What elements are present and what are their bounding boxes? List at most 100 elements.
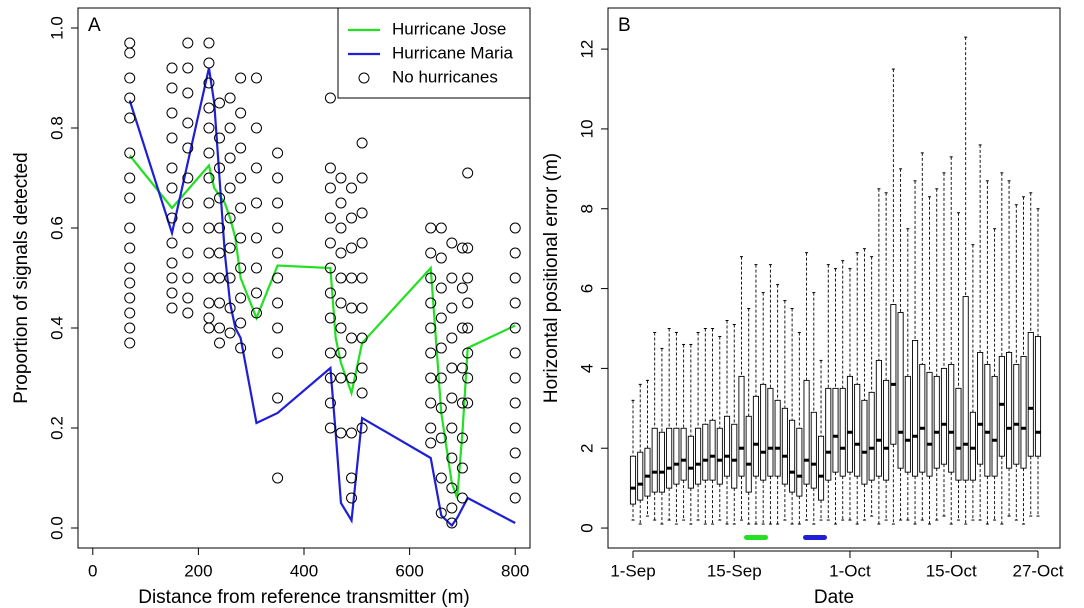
box <box>817 435 825 501</box>
point <box>203 322 215 334</box>
x-tick-label: 400 <box>290 561 318 580</box>
point <box>166 62 178 74</box>
point <box>182 272 194 284</box>
box <box>687 435 694 489</box>
point <box>509 422 521 434</box>
point <box>509 272 521 284</box>
point <box>324 422 336 434</box>
point <box>214 337 226 349</box>
point <box>509 222 521 234</box>
point <box>462 297 474 309</box>
box <box>991 375 998 477</box>
y-tick-label: 0.2 <box>47 416 66 440</box>
box <box>854 383 861 477</box>
point <box>324 312 336 324</box>
point <box>509 247 521 259</box>
point <box>509 347 521 359</box>
point <box>272 172 284 184</box>
point <box>324 262 336 274</box>
y-axis-title: Proportion of signals detected <box>11 152 32 403</box>
point <box>214 97 226 109</box>
x-tick-label: 1-Sep <box>610 561 655 580</box>
point <box>335 347 347 359</box>
point <box>272 472 284 484</box>
point <box>324 212 336 224</box>
box <box>890 304 897 445</box>
point <box>224 327 236 339</box>
point <box>203 197 215 209</box>
point <box>124 37 136 49</box>
box <box>716 427 723 485</box>
box <box>984 363 991 477</box>
point <box>124 112 136 124</box>
point <box>456 462 468 474</box>
point <box>324 287 336 299</box>
point <box>214 297 226 309</box>
box <box>673 427 680 485</box>
point <box>182 222 194 234</box>
point <box>509 322 521 334</box>
point <box>124 92 136 104</box>
point <box>456 397 468 409</box>
point <box>425 372 437 384</box>
point <box>446 362 458 374</box>
point <box>203 297 215 309</box>
point <box>356 272 368 284</box>
point <box>356 362 368 374</box>
x-tick-label: 27-Oct <box>1012 561 1063 580</box>
y-tick-label: 10 <box>577 119 596 138</box>
point <box>356 387 368 399</box>
point <box>272 147 284 159</box>
point <box>435 252 447 264</box>
point <box>456 432 468 444</box>
point <box>462 272 474 284</box>
point <box>335 197 347 209</box>
legend-label: No hurricanes <box>392 67 498 86</box>
box <box>955 387 962 481</box>
point <box>224 242 236 254</box>
box <box>1020 355 1027 469</box>
point <box>166 302 178 314</box>
point <box>203 272 215 284</box>
point <box>235 202 247 214</box>
box <box>760 383 767 481</box>
box <box>940 367 948 465</box>
box <box>796 427 803 497</box>
point <box>356 207 368 219</box>
point <box>425 437 437 449</box>
point <box>435 472 447 484</box>
point <box>509 472 521 484</box>
point <box>435 432 447 444</box>
y-tick-label: 12 <box>577 40 596 59</box>
point <box>335 247 347 259</box>
legend-point <box>358 72 370 84</box>
point <box>214 192 226 204</box>
point <box>182 197 194 209</box>
point <box>182 292 194 304</box>
box <box>912 340 919 477</box>
box <box>767 387 774 477</box>
point <box>124 262 136 274</box>
legend-label: Hurricane Jose <box>392 19 506 38</box>
point <box>435 507 447 519</box>
point <box>324 162 336 174</box>
point <box>182 117 194 129</box>
y-tick-label: 1.0 <box>47 16 66 40</box>
point <box>235 262 247 274</box>
point <box>182 87 194 99</box>
point <box>214 132 226 144</box>
box <box>1013 363 1020 465</box>
box <box>752 395 759 477</box>
point <box>356 422 368 434</box>
box <box>738 375 745 477</box>
point <box>456 362 468 374</box>
point <box>250 232 262 244</box>
point <box>124 72 136 84</box>
box <box>774 399 781 477</box>
point <box>446 422 458 434</box>
box <box>926 371 933 477</box>
point <box>324 237 336 249</box>
point <box>214 162 226 174</box>
point <box>456 492 468 504</box>
point <box>214 247 226 259</box>
